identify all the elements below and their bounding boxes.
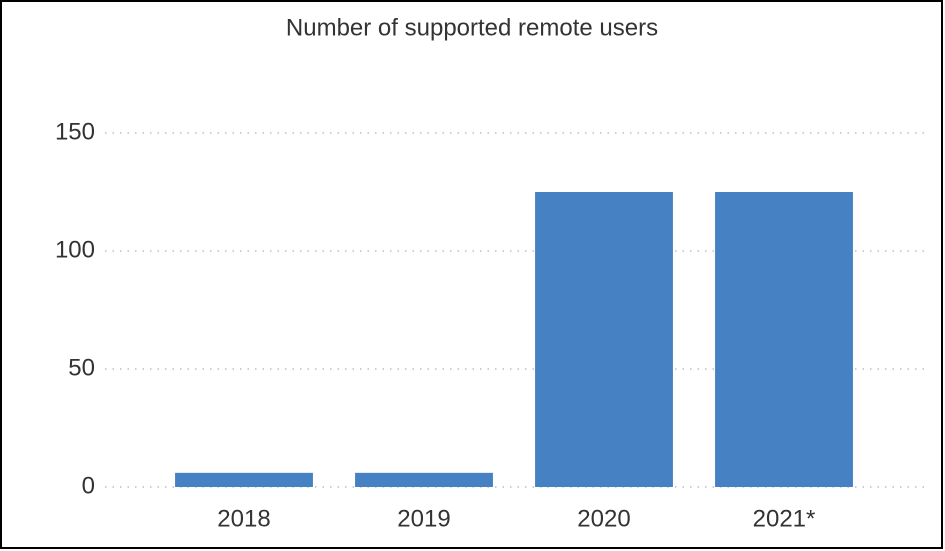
bar <box>355 472 493 487</box>
x-tick-label: 2020 <box>577 505 630 532</box>
x-tick-label: 2019 <box>397 505 450 532</box>
bar <box>175 472 313 487</box>
x-tick-label: 2021* <box>753 505 816 532</box>
bar <box>715 192 853 487</box>
y-tick-label: 50 <box>68 354 95 381</box>
y-tick-label: 100 <box>55 236 95 263</box>
y-tick-label: 150 <box>55 118 95 145</box>
x-tick-label: 2018 <box>217 505 270 532</box>
bar <box>535 192 673 487</box>
chart-title: Number of supported remote users <box>286 14 658 41</box>
y-tick-label: 0 <box>82 472 95 499</box>
